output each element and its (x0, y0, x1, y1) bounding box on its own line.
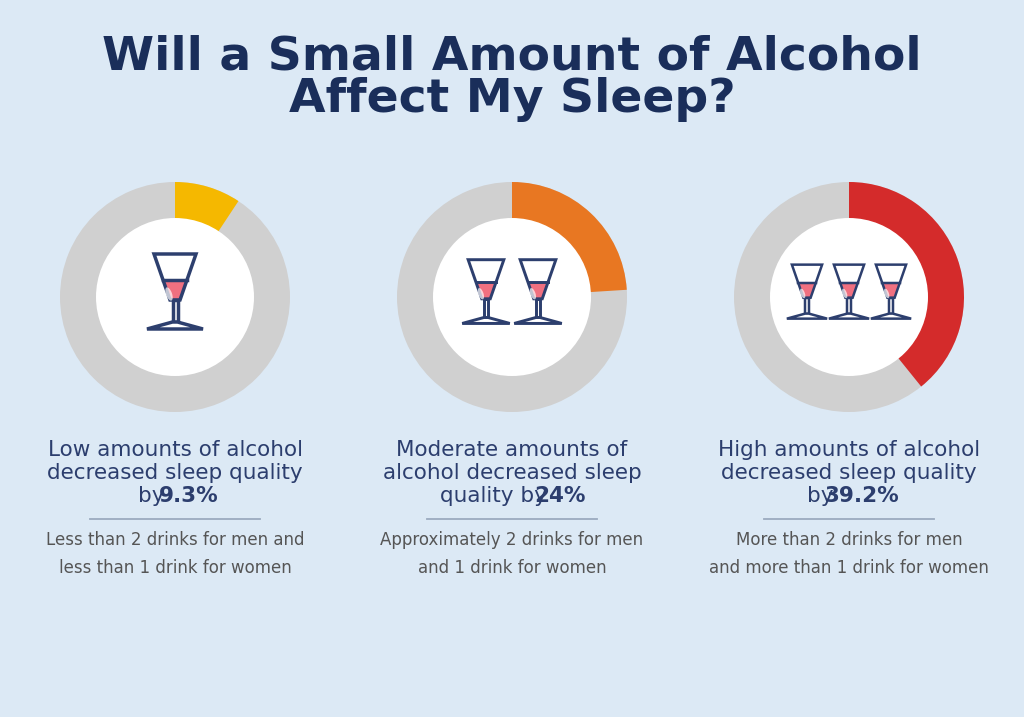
Polygon shape (841, 283, 858, 298)
Ellipse shape (800, 289, 805, 298)
Polygon shape (536, 299, 540, 318)
Text: Affect My Sleep?: Affect My Sleep? (289, 77, 735, 121)
Circle shape (96, 218, 254, 376)
Ellipse shape (165, 288, 173, 300)
Polygon shape (527, 282, 548, 299)
Text: decreased sleep quality: decreased sleep quality (721, 463, 977, 483)
Circle shape (770, 218, 928, 376)
Polygon shape (484, 299, 488, 318)
Text: More than 2 drinks for men
and more than 1 drink for women: More than 2 drinks for men and more than… (709, 531, 989, 576)
Wedge shape (734, 182, 964, 412)
Wedge shape (60, 182, 290, 412)
Text: High amounts of alcohol: High amounts of alcohol (718, 440, 980, 460)
Text: quality by: quality by (440, 486, 554, 506)
Polygon shape (520, 260, 556, 282)
Text: 9.3%: 9.3% (159, 486, 218, 506)
Polygon shape (468, 260, 504, 282)
Polygon shape (172, 300, 177, 322)
Polygon shape (792, 265, 822, 283)
Text: decreased sleep quality: decreased sleep quality (47, 463, 303, 483)
Ellipse shape (884, 289, 889, 298)
Polygon shape (883, 283, 900, 298)
Polygon shape (154, 254, 196, 280)
Text: Low amounts of alcohol: Low amounts of alcohol (47, 440, 302, 460)
Polygon shape (799, 283, 815, 298)
Polygon shape (889, 298, 893, 313)
Polygon shape (476, 282, 497, 299)
Text: Will a Small Amount of Alcohol: Will a Small Amount of Alcohol (102, 34, 922, 80)
Wedge shape (512, 182, 627, 292)
Ellipse shape (478, 288, 484, 300)
Polygon shape (834, 265, 864, 283)
Text: Moderate amounts of: Moderate amounts of (396, 440, 628, 460)
FancyBboxPatch shape (6, 6, 1018, 711)
Circle shape (433, 218, 591, 376)
Text: alcohol decreased sleep: alcohol decreased sleep (383, 463, 641, 483)
Polygon shape (147, 322, 203, 329)
Ellipse shape (529, 288, 536, 300)
Polygon shape (828, 313, 869, 318)
Wedge shape (849, 182, 964, 386)
Text: Less than 2 drinks for men and
less than 1 drink for women: Less than 2 drinks for men and less than… (46, 531, 304, 576)
Wedge shape (397, 182, 627, 412)
Wedge shape (175, 182, 239, 233)
Text: Approximately 2 drinks for men
and 1 drink for women: Approximately 2 drinks for men and 1 dri… (381, 531, 643, 576)
Text: by: by (807, 486, 841, 506)
Polygon shape (786, 313, 827, 318)
Text: by: by (138, 486, 171, 506)
Polygon shape (870, 313, 911, 318)
Polygon shape (805, 298, 809, 313)
Polygon shape (876, 265, 906, 283)
Polygon shape (847, 298, 851, 313)
Polygon shape (462, 318, 510, 323)
Text: 39.2%: 39.2% (825, 486, 899, 506)
Polygon shape (514, 318, 562, 323)
Polygon shape (163, 280, 187, 300)
Ellipse shape (842, 289, 847, 298)
Text: 24%: 24% (535, 486, 586, 506)
